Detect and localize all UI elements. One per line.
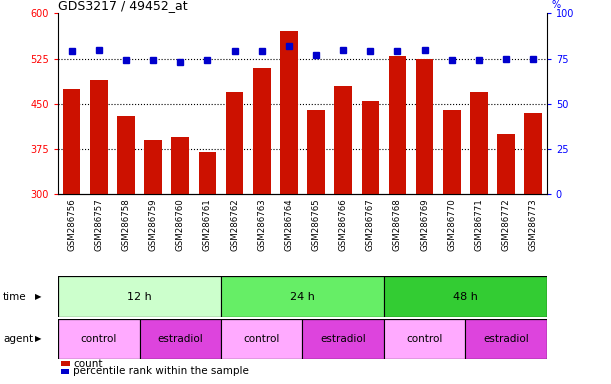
Bar	[416, 58, 433, 374]
Text: GSM286758: GSM286758	[122, 198, 130, 251]
Text: GSM286770: GSM286770	[447, 198, 456, 251]
Bar	[280, 31, 298, 374]
Bar	[90, 79, 108, 374]
Text: GSM286771: GSM286771	[475, 198, 483, 251]
Text: GSM286759: GSM286759	[148, 198, 158, 251]
Text: 12 h: 12 h	[127, 291, 152, 302]
Text: control: control	[81, 334, 117, 344]
Text: GSM286760: GSM286760	[176, 198, 185, 251]
Text: percentile rank within the sample: percentile rank within the sample	[73, 366, 249, 376]
Bar	[221, 276, 384, 317]
Bar	[139, 319, 221, 359]
Text: count: count	[73, 359, 103, 369]
Bar	[466, 319, 547, 359]
Bar	[443, 110, 461, 374]
Bar	[384, 319, 466, 359]
Text: GDS3217 / 49452_at: GDS3217 / 49452_at	[58, 0, 188, 12]
Bar	[497, 134, 515, 374]
Text: ▶: ▶	[35, 334, 42, 343]
Text: estradiol: estradiol	[483, 334, 529, 344]
Bar	[63, 89, 81, 374]
Text: GSM286763: GSM286763	[257, 198, 266, 251]
Bar	[334, 86, 352, 374]
Text: GSM286761: GSM286761	[203, 198, 212, 251]
Text: GSM286768: GSM286768	[393, 198, 402, 251]
Bar	[58, 319, 139, 359]
Text: 24 h: 24 h	[290, 291, 315, 302]
Bar	[144, 140, 162, 374]
Text: estradiol: estradiol	[158, 334, 203, 344]
Text: estradiol: estradiol	[320, 334, 366, 344]
Text: GSM286762: GSM286762	[230, 198, 239, 251]
Bar	[172, 137, 189, 374]
Text: ▶: ▶	[35, 292, 42, 301]
Text: GSM286756: GSM286756	[67, 198, 76, 251]
Bar	[307, 110, 325, 374]
Text: control: control	[244, 334, 280, 344]
Text: %: %	[552, 0, 561, 10]
Text: agent: agent	[3, 334, 33, 344]
Bar	[253, 68, 271, 374]
Text: 48 h: 48 h	[453, 291, 478, 302]
Bar	[117, 116, 135, 374]
Bar	[524, 113, 542, 374]
Text: GSM286773: GSM286773	[529, 198, 538, 251]
Text: GSM286769: GSM286769	[420, 198, 429, 251]
Text: GSM286757: GSM286757	[94, 198, 103, 251]
Bar	[58, 276, 221, 317]
Text: GSM286767: GSM286767	[366, 198, 375, 251]
Text: GSM286772: GSM286772	[502, 198, 511, 251]
Text: GSM286766: GSM286766	[338, 198, 348, 251]
Bar	[199, 152, 216, 374]
Text: time: time	[3, 291, 27, 302]
Bar	[470, 92, 488, 374]
Bar	[225, 92, 243, 374]
Bar	[389, 56, 406, 374]
Bar	[221, 319, 302, 359]
Text: GSM286764: GSM286764	[284, 198, 293, 251]
Text: control: control	[406, 334, 443, 344]
Bar	[302, 319, 384, 359]
Bar	[362, 101, 379, 374]
Bar	[384, 276, 547, 317]
Text: GSM286765: GSM286765	[312, 198, 321, 251]
